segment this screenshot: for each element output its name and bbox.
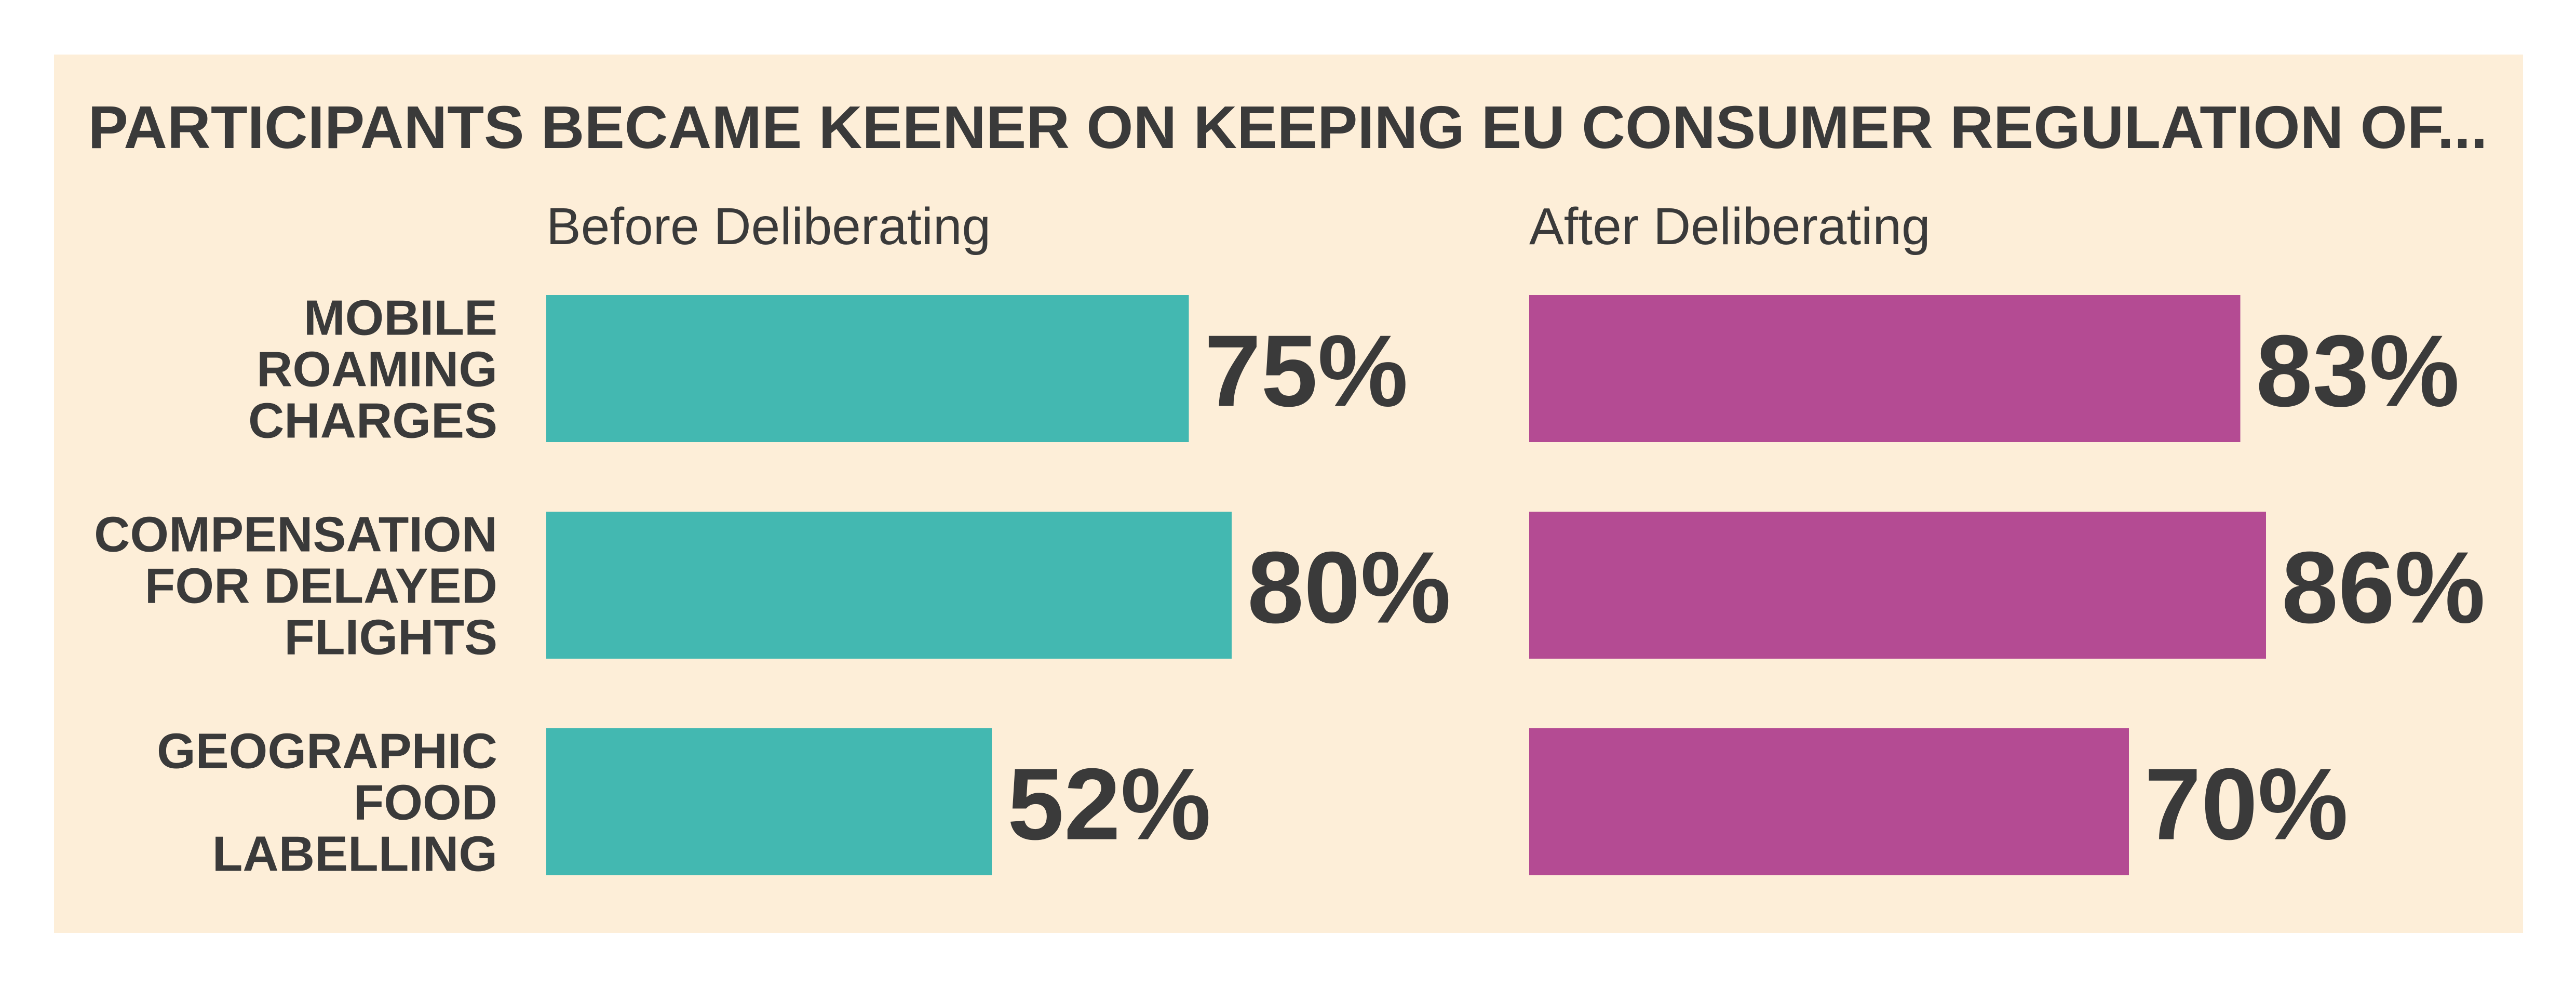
value-label-0-0: 75% <box>1205 314 1408 428</box>
series-header-0: Before Deliberating <box>546 197 991 256</box>
category-label-0-line-2: CHARGES <box>248 393 497 449</box>
category-label-1-line-2: FLIGHTS <box>284 610 497 665</box>
category-label-1-line-1: FOR DELAYED <box>145 558 497 614</box>
category-label-2-line-1: FOOD <box>354 775 497 831</box>
value-label-0-1: 80% <box>1247 531 1451 645</box>
bar-1-2 <box>1529 728 2129 875</box>
value-label-1-0: 83% <box>2256 314 2460 428</box>
bar-0-0 <box>546 295 1189 442</box>
bar-0-1 <box>546 512 1232 659</box>
category-label-1-line-0: COMPENSATION <box>94 507 497 563</box>
chart-title: PARTICIPANTS BECAME KEENER ON KEEPING EU… <box>88 94 2488 161</box>
category-label-2-line-2: LABELLING <box>212 826 497 882</box>
category-label-0-line-1: ROAMING <box>257 342 497 397</box>
bar-1-1 <box>1529 512 2266 659</box>
bar-1-0 <box>1529 295 2241 442</box>
value-label-0-2: 52% <box>1007 747 1211 861</box>
series-header-1: After Deliberating <box>1529 197 1931 256</box>
category-label-0-line-0: MOBILE <box>304 290 497 346</box>
value-label-1-2: 70% <box>2145 747 2348 861</box>
bar-0-2 <box>546 728 992 875</box>
value-label-1-1: 86% <box>2282 531 2485 645</box>
category-label-2-line-0: GEOGRAPHIC <box>157 724 497 779</box>
